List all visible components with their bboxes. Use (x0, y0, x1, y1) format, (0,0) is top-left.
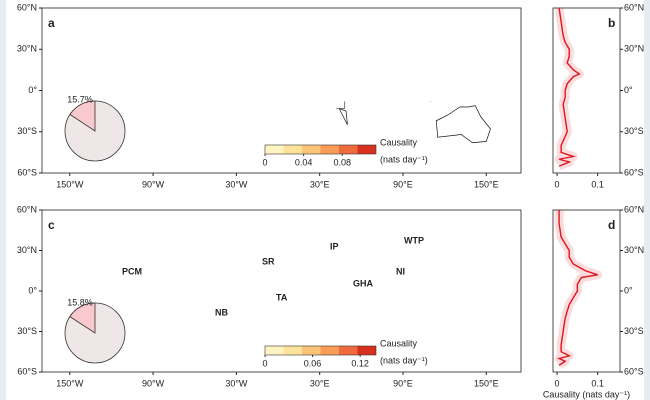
y-tick-label: 30°S (17, 126, 37, 136)
colorbar-bin (265, 145, 284, 154)
colorbar-bin (357, 346, 376, 355)
colorbar-unit: (nats day⁻¹) (380, 355, 428, 365)
x-tick-label: 150°E (474, 378, 499, 388)
x-tick-label: 90°W (142, 378, 165, 388)
y-tick-label: 0° (624, 285, 633, 295)
x-tick-label: 0 (555, 179, 560, 189)
line (558, 7, 581, 167)
x-tick-label: 90°E (393, 378, 413, 388)
y-tick-label: 30°S (17, 326, 37, 336)
pie-label: 15.7% (67, 94, 93, 104)
x-tick-label: 0.1 (591, 179, 604, 189)
y-tick-label: 0° (624, 85, 633, 95)
x-tick-label: 30°E (310, 378, 330, 388)
colorbar-tick-label: 0.12 (351, 358, 369, 368)
y-tick-label: 30°S (624, 126, 644, 136)
colorbar-bin (320, 145, 339, 154)
y-tick-label: 60°S (624, 366, 644, 376)
y-tick-label: 60°S (624, 167, 644, 177)
pie-slice (69, 302, 96, 334)
y-tick-label: 30°N (624, 44, 644, 54)
colorbar-unit: (nats day⁻¹) (380, 154, 428, 164)
region-label: TA (276, 292, 288, 302)
y-tick-label: 30°N (17, 44, 37, 54)
y-tick-label: 30°N (624, 245, 644, 255)
region-label: GHA (353, 278, 374, 288)
region-label: NB (215, 307, 228, 317)
y-tick-label: 60°S (17, 167, 37, 177)
colorbar-frame (264, 144, 377, 155)
colorbar-title: Causality (380, 338, 418, 348)
x-tick-label: 90°E (393, 179, 413, 189)
y-tick-label: 30°S (624, 326, 644, 336)
x-tick-label: 150°W (56, 378, 84, 388)
colorbar-tick-label: 0 (262, 358, 267, 368)
y-tick-label: 60°N (17, 2, 37, 12)
x-tick-label: 150°E (474, 179, 499, 189)
pie-label: 15.8% (67, 297, 93, 307)
region-labels: PCM NB SR TA GHA IP WTP NI (122, 235, 424, 317)
line (556, 210, 598, 366)
colorbar-bin (283, 346, 302, 355)
y-tick-label: 0° (28, 85, 37, 95)
pie-slice (69, 100, 96, 132)
panel-label: c (48, 218, 55, 232)
region-label: WTP (404, 235, 424, 245)
colorbar-bin (320, 346, 339, 355)
y-tick-label: 60°N (17, 204, 37, 214)
y-tick-label: 30°N (17, 245, 37, 255)
colorbar-bin (339, 346, 358, 355)
panel-label: b (608, 16, 615, 30)
panel-label: a (48, 16, 55, 30)
colorbar-tick-label: 0.04 (295, 157, 313, 167)
region-label: NI (396, 266, 405, 276)
x-tick-label: 30°W (225, 179, 248, 189)
x-tick-label: 90°W (142, 179, 165, 189)
colorbar-bin (357, 145, 376, 154)
x-axis-label: Causality (nats day⁻¹) (543, 389, 630, 399)
x-tick-label: 150°W (56, 179, 84, 189)
panel-label: d (608, 218, 615, 232)
colorbar-tick-label: 0.08 (333, 157, 351, 167)
y-tick-label: 60°S (17, 366, 37, 376)
y-tick-label: 0° (28, 285, 37, 295)
colorbar-bin (283, 145, 302, 154)
region-label: SR (262, 256, 275, 266)
y-tick-label: 60°N (624, 204, 644, 214)
plot-frame (552, 209, 621, 373)
y-tick-label: 60°N (624, 2, 644, 12)
x-tick-label: 0 (555, 378, 560, 388)
colorbar-bin (302, 145, 321, 154)
x-tick-label: 0.1 (591, 378, 604, 388)
colorbar-tick-label: 0 (262, 157, 267, 167)
colorbar-title: Causality (380, 137, 418, 147)
colorbar-bin (265, 346, 284, 355)
region-label: PCM (122, 266, 142, 276)
x-tick-label: 30°E (310, 179, 330, 189)
region-label: IP (330, 241, 339, 251)
colorbar-frame (264, 345, 377, 356)
plot-frame (552, 7, 621, 174)
x-tick-label: 30°W (225, 378, 248, 388)
colorbar-bin (339, 145, 358, 154)
colorbar-bin (302, 346, 321, 355)
colorbar-tick-label: 0.06 (304, 358, 322, 368)
